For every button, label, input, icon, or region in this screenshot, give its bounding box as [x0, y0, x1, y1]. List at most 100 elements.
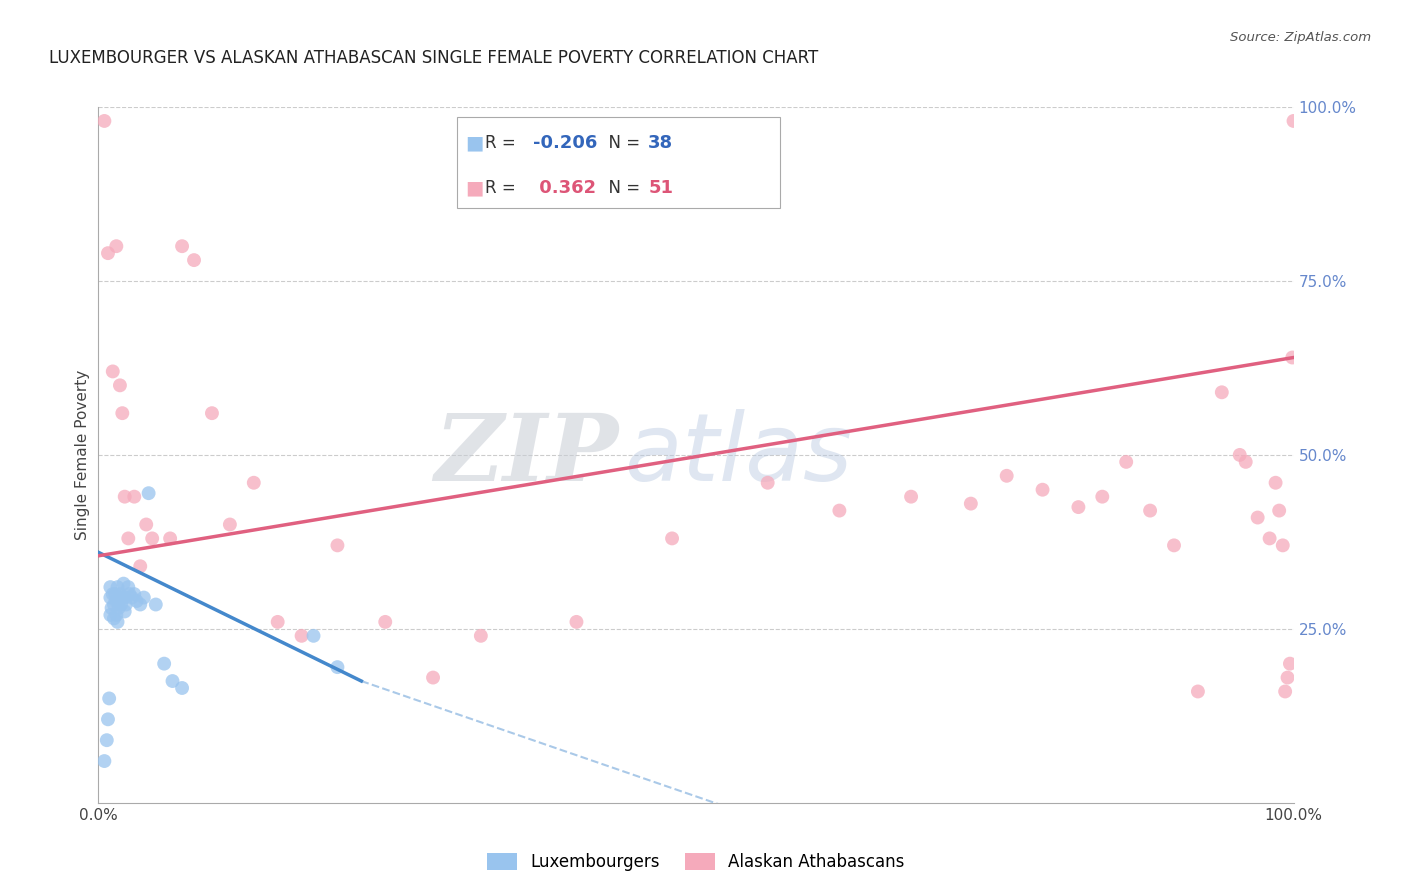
Point — [1282, 114, 1305, 128]
Point — [1139, 503, 1161, 517]
Point — [1211, 385, 1233, 400]
Text: R =: R = — [485, 179, 522, 197]
Text: N =: N = — [598, 134, 645, 152]
Text: N =: N = — [598, 179, 645, 197]
Point — [470, 629, 492, 643]
Point — [1281, 351, 1303, 365]
Point — [1229, 448, 1251, 462]
Text: 0.362: 0.362 — [533, 179, 596, 197]
Point — [162, 674, 184, 689]
Point — [104, 587, 127, 601]
Text: 38: 38 — [648, 134, 673, 152]
Point — [114, 605, 136, 619]
Point — [103, 611, 125, 625]
Point — [302, 629, 325, 643]
Point — [1163, 538, 1185, 552]
Point — [201, 406, 224, 420]
Point — [110, 598, 132, 612]
Point — [153, 657, 176, 671]
Point — [111, 591, 134, 605]
Y-axis label: Single Female Poverty: Single Female Poverty — [75, 370, 90, 540]
Point — [105, 239, 128, 253]
Point — [96, 733, 118, 747]
Point — [1187, 684, 1209, 698]
Point — [135, 517, 157, 532]
Point — [107, 601, 129, 615]
Text: R =: R = — [485, 134, 522, 152]
Point — [183, 253, 205, 268]
Point — [326, 660, 349, 674]
Point — [1032, 483, 1054, 497]
Point — [93, 754, 115, 768]
Text: atlas: atlas — [624, 409, 852, 500]
Point — [117, 580, 139, 594]
Point — [1268, 503, 1291, 517]
Point — [100, 601, 122, 615]
Text: ZIP: ZIP — [434, 410, 619, 500]
Point — [98, 591, 122, 605]
Point — [98, 691, 121, 706]
Point — [103, 598, 125, 612]
Point — [114, 591, 136, 605]
Point — [960, 497, 983, 511]
Point — [105, 594, 128, 608]
Point — [219, 517, 242, 532]
Text: ■: ■ — [465, 178, 484, 197]
Point — [756, 475, 779, 490]
Point — [97, 246, 120, 260]
Point — [111, 406, 134, 420]
Text: Source: ZipAtlas.com: Source: ZipAtlas.com — [1230, 31, 1371, 45]
Point — [129, 598, 152, 612]
Point — [661, 532, 683, 546]
Point — [291, 629, 314, 643]
Point — [132, 591, 155, 605]
Text: -0.206: -0.206 — [533, 134, 598, 152]
Point — [124, 587, 146, 601]
Point — [243, 475, 266, 490]
Point — [121, 591, 143, 605]
Point — [125, 594, 148, 608]
Point — [129, 559, 152, 574]
Point — [117, 532, 139, 546]
Point — [107, 615, 129, 629]
Point — [98, 580, 122, 594]
Text: 51: 51 — [648, 179, 673, 197]
Point — [112, 576, 135, 591]
Point — [374, 615, 396, 629]
Point — [995, 468, 1018, 483]
Point — [138, 486, 160, 500]
Legend: Luxembourgers, Alaskan Athabascans: Luxembourgers, Alaskan Athabascans — [481, 847, 911, 878]
Point — [115, 598, 138, 612]
Point — [101, 364, 124, 378]
Point — [900, 490, 922, 504]
Point — [145, 598, 167, 612]
Point — [1278, 657, 1301, 671]
Point — [118, 587, 141, 601]
Point — [1091, 490, 1114, 504]
Point — [105, 607, 128, 622]
Point — [98, 607, 122, 622]
Point — [565, 615, 588, 629]
Text: LUXEMBOURGER VS ALASKAN ATHABASCAN SINGLE FEMALE POVERTY CORRELATION CHART: LUXEMBOURGER VS ALASKAN ATHABASCAN SINGL… — [49, 49, 818, 67]
Point — [1277, 671, 1299, 685]
Point — [108, 378, 131, 392]
Point — [1264, 475, 1286, 490]
Point — [107, 580, 129, 594]
Point — [1247, 510, 1270, 524]
Point — [267, 615, 290, 629]
Point — [114, 490, 136, 504]
Point — [108, 587, 131, 601]
Point — [172, 239, 194, 253]
Point — [172, 681, 194, 695]
Point — [1258, 532, 1281, 546]
Point — [1067, 500, 1090, 514]
Point — [101, 587, 124, 601]
Point — [124, 490, 146, 504]
Point — [1115, 455, 1137, 469]
Point — [1274, 684, 1296, 698]
Point — [1234, 455, 1257, 469]
Point — [1271, 538, 1294, 552]
Point — [828, 503, 851, 517]
Point — [141, 532, 163, 546]
Text: ■: ■ — [465, 133, 484, 153]
